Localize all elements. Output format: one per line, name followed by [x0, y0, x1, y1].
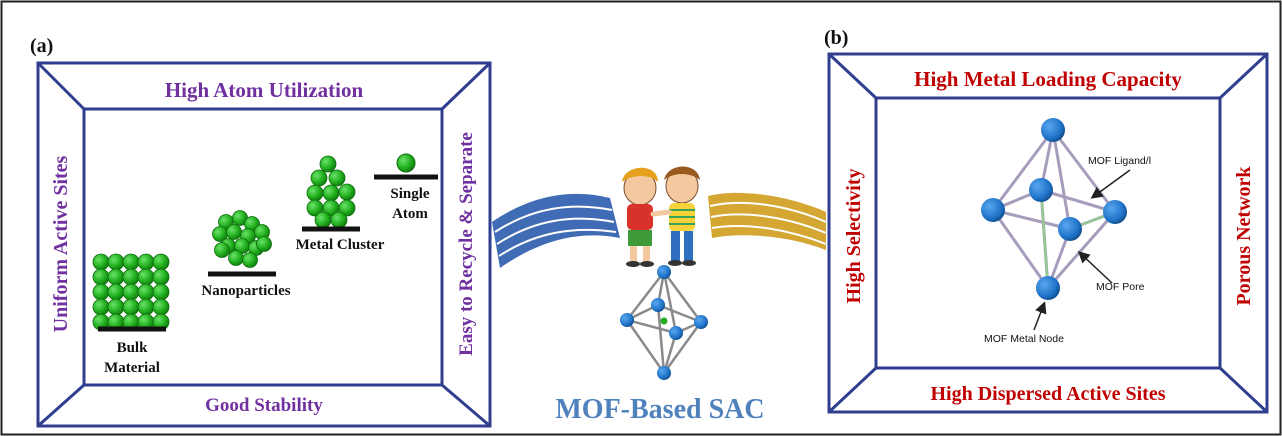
- ligand-arrow: [1090, 169, 1131, 199]
- atom-sphere: [306, 184, 324, 202]
- atom-sphere: [92, 253, 110, 271]
- atom-sphere: [322, 184, 340, 202]
- atom-sphere: [122, 283, 140, 301]
- atom-sphere: [338, 183, 356, 201]
- metal-cluster-spheres: [306, 155, 356, 229]
- nanoparticles-label: Nanoparticles: [201, 283, 290, 299]
- panel-b: (b) High Metal Loading Capacity High Dis…: [824, 27, 1269, 414]
- mof-based-sac-title: MOF-Based SAC: [555, 394, 764, 425]
- child-figure-left: [622, 167, 658, 267]
- center-illustration: MOF-Based SAC: [492, 166, 827, 425]
- node-arrow: [1033, 301, 1047, 331]
- atom-sphere: [314, 211, 332, 229]
- panel-b-bottom-text: High Dispersed Active Sites: [931, 383, 1166, 405]
- mof-node-left: [981, 198, 1005, 222]
- mof-node-top: [1041, 118, 1065, 142]
- panel-b-frame: [827, 52, 1269, 414]
- atom-sphere: [107, 253, 125, 271]
- atom-sphere: [330, 211, 348, 229]
- ligand-annotation: MOF Ligand/l: [1088, 155, 1151, 167]
- atom-sphere: [152, 268, 170, 286]
- atom-sphere: [310, 169, 328, 187]
- panel-b-left-text: High Selectivity: [843, 169, 865, 304]
- gold-wave: [708, 192, 827, 250]
- node-annotation: MOF Metal Node: [984, 333, 1064, 345]
- atom-sphere: [338, 199, 356, 217]
- mof-node-front: [1058, 217, 1082, 241]
- atom-sphere: [319, 155, 337, 173]
- mof-node-right: [1103, 200, 1127, 224]
- atom-sphere: [92, 298, 110, 316]
- atom-sphere: [122, 298, 140, 316]
- blue-wave: [492, 193, 620, 268]
- atom-sphere: [92, 268, 110, 286]
- panel-b-label: (b): [824, 27, 848, 49]
- panel-a-label: (a): [30, 35, 53, 57]
- bulk-material-label-line2: Material: [104, 360, 160, 376]
- panel-a-right-text: Easy to Recycle & Separate: [456, 132, 477, 356]
- atom-sphere: [242, 252, 258, 268]
- single-atom-label-line1: Single: [390, 186, 430, 202]
- panel-b-right-text: Porous Network: [1233, 166, 1255, 306]
- atom-sphere: [137, 253, 155, 271]
- atom-sphere: [107, 268, 125, 286]
- pore-arrow: [1077, 250, 1113, 284]
- metal-cluster-label: Metal Cluster: [296, 237, 385, 253]
- single-atom-label-line2: Atom: [392, 206, 428, 222]
- atom-sphere: [152, 283, 170, 301]
- atom-sphere: [328, 169, 346, 187]
- atom-sphere: [92, 283, 110, 301]
- bulk-material-label-line1: Bulk: [117, 340, 149, 356]
- small-mof-octahedron: [620, 265, 708, 380]
- atom-sphere: [122, 268, 140, 286]
- bulk-material-spheres: [92, 253, 170, 331]
- panel-b-top-text: High Metal Loading Capacity: [914, 67, 1182, 91]
- atom-sphere: [152, 298, 170, 316]
- mof-node-back: [1029, 178, 1053, 202]
- child-figure-right: [650, 166, 700, 266]
- atom-sphere: [226, 224, 242, 240]
- atom-sphere: [107, 298, 125, 316]
- mof-node-bottom: [1036, 276, 1060, 300]
- atom-sphere: [107, 283, 125, 301]
- atom-sphere: [122, 253, 140, 271]
- panel-a-top-text: High Atom Utilization: [165, 78, 364, 102]
- panel-a-bottom-text: Good Stability: [205, 395, 323, 416]
- atom-sphere: [256, 236, 272, 252]
- single-atom-sphere: [396, 153, 416, 173]
- atom-sphere: [214, 242, 230, 258]
- atom-sphere: [228, 250, 244, 266]
- large-mof-octahedron: [981, 118, 1127, 300]
- panel-a: (a) High Atom Utilization Good Stability…: [30, 35, 492, 428]
- atom-sphere: [137, 283, 155, 301]
- panel-a-frame: [36, 61, 492, 428]
- nanoparticle-spheres: [212, 210, 272, 268]
- atom-sphere: [137, 298, 155, 316]
- atom-sphere: [137, 268, 155, 286]
- panel-a-left-text: Uniform Active Sites: [50, 155, 72, 332]
- atom-sphere: [152, 253, 170, 271]
- pore-annotation: MOF Pore: [1096, 281, 1145, 293]
